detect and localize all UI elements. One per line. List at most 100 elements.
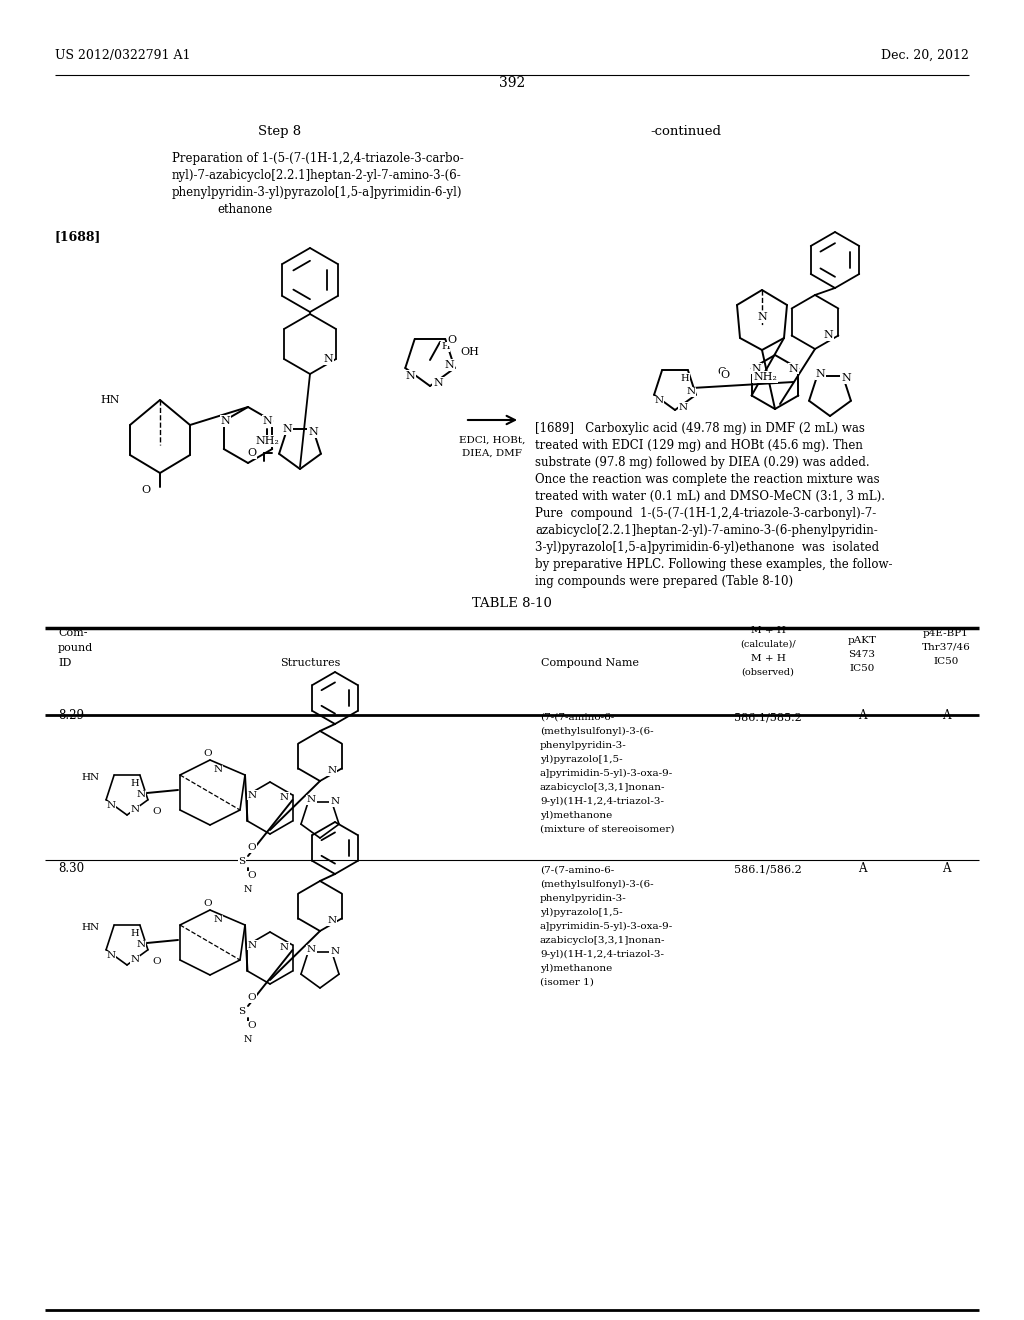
Text: Compound Name: Compound Name	[541, 657, 639, 668]
Text: N: N	[679, 403, 687, 412]
Text: N: N	[444, 360, 455, 370]
Text: N: N	[327, 766, 336, 775]
Text: OH: OH	[461, 347, 479, 356]
Text: azabicyclo[3,3,1]nonan-: azabicyclo[3,3,1]nonan-	[540, 783, 666, 792]
Text: N: N	[130, 956, 139, 965]
Text: 8.30: 8.30	[58, 862, 84, 875]
Text: Thr37/46: Thr37/46	[922, 643, 971, 652]
Text: pound: pound	[58, 643, 93, 653]
Text: Pure  compound  1-(5-(7-(1H-1,2,4-triazole-3-carbonyl)-7-: Pure compound 1-(5-(7-(1H-1,2,4-triazole…	[535, 507, 877, 520]
Text: N: N	[330, 797, 339, 807]
Text: azabicyclo[3,3,1]nonan-: azabicyclo[3,3,1]nonan-	[540, 936, 666, 945]
Text: (isomer 1): (isomer 1)	[540, 978, 594, 987]
Text: A: A	[942, 862, 950, 875]
Text: O: O	[141, 484, 151, 495]
Text: 3-yl)pyrazolo[1,5-a]pyrimidin-6-yl)ethanone  was  isolated: 3-yl)pyrazolo[1,5-a]pyrimidin-6-yl)ethan…	[535, 541, 880, 554]
Text: N: N	[213, 916, 222, 924]
Text: H: H	[441, 342, 450, 351]
Text: N: N	[136, 791, 145, 800]
Text: -continued: -continued	[650, 125, 721, 139]
Text: S: S	[239, 1007, 246, 1016]
Text: O: O	[204, 750, 212, 759]
Text: 586.1/586.2: 586.1/586.2	[734, 865, 802, 875]
Text: 9-yl)(1H-1,2,4-triazol-3-: 9-yl)(1H-1,2,4-triazol-3-	[540, 950, 664, 960]
Text: (7-(7-amino-6-: (7-(7-amino-6-	[540, 713, 614, 722]
Text: O: O	[248, 1022, 256, 1031]
Text: yl)pyrazolo[1,5-: yl)pyrazolo[1,5-	[540, 755, 623, 764]
Text: N: N	[823, 330, 834, 341]
Text: N: N	[244, 1035, 252, 1044]
Text: yl)methanone: yl)methanone	[540, 810, 612, 820]
Text: N: N	[221, 416, 230, 426]
Text: US 2012/0322791 A1: US 2012/0322791 A1	[55, 49, 190, 62]
Text: S: S	[239, 858, 246, 866]
Text: HN: HN	[82, 774, 100, 783]
Text: N: N	[283, 424, 292, 434]
Text: H: H	[131, 929, 139, 937]
Text: N: N	[136, 940, 145, 949]
Text: (calculate)/: (calculate)/	[740, 640, 796, 649]
Text: HN: HN	[82, 924, 100, 932]
Text: Once the reaction was complete the reaction mixture was: Once the reaction was complete the react…	[535, 473, 880, 486]
Text: N: N	[248, 940, 257, 949]
Text: ing compounds were prepared (Table 8-10): ing compounds were prepared (Table 8-10)	[535, 576, 794, 587]
Text: N: N	[433, 378, 442, 388]
Text: O: O	[153, 807, 162, 816]
Text: N: N	[788, 363, 799, 374]
Text: HN: HN	[100, 395, 120, 405]
Text: H: H	[681, 374, 689, 383]
Text: N: N	[280, 792, 289, 801]
Text: S473: S473	[849, 649, 876, 659]
Text: N: N	[686, 387, 695, 396]
Text: M + H: M + H	[751, 626, 785, 635]
Text: [1688]: [1688]	[55, 230, 101, 243]
Text: (methylsulfonyl)-3-(6-: (methylsulfonyl)-3-(6-	[540, 727, 653, 737]
Text: (methylsulfonyl)-3-(6-: (methylsulfonyl)-3-(6-	[540, 880, 653, 888]
Text: IC50: IC50	[933, 657, 958, 667]
Text: a]pyrimidin-5-yl)-3-oxa-9-: a]pyrimidin-5-yl)-3-oxa-9-	[540, 921, 673, 931]
Text: substrate (97.8 mg) followed by DIEA (0.29) was added.: substrate (97.8 mg) followed by DIEA (0.…	[535, 455, 869, 469]
Text: O: O	[248, 994, 256, 1002]
Text: N: N	[106, 952, 116, 960]
Text: A: A	[858, 862, 866, 875]
Text: N: N	[841, 374, 851, 383]
Text: nyl)-7-azabicyclo[2.2.1]heptan-2-yl-7-amino-3-(6-: nyl)-7-azabicyclo[2.2.1]heptan-2-yl-7-am…	[172, 169, 462, 182]
Text: phenylpyridin-3-: phenylpyridin-3-	[540, 894, 627, 903]
Text: TABLE 8-10: TABLE 8-10	[472, 597, 552, 610]
Text: O: O	[248, 871, 256, 880]
Text: N: N	[262, 416, 272, 426]
Text: N: N	[654, 396, 664, 405]
Text: Preparation of 1-(5-(7-(1H-1,2,4-triazole-3-carbo-: Preparation of 1-(5-(7-(1H-1,2,4-triazol…	[172, 152, 464, 165]
Text: N: N	[244, 886, 252, 895]
Text: Structures: Structures	[280, 657, 340, 668]
Text: NH₂: NH₂	[753, 372, 777, 381]
Text: treated with water (0.1 mL) and DMSO-MeCN (3:1, 3 mL).: treated with water (0.1 mL) and DMSO-MeC…	[535, 490, 885, 503]
Text: A: A	[858, 709, 866, 722]
Text: 392: 392	[499, 77, 525, 90]
Text: O: O	[248, 447, 257, 458]
Text: M + H: M + H	[751, 653, 785, 663]
Text: N: N	[757, 312, 767, 322]
Text: pAKT: pAKT	[848, 636, 877, 645]
Text: 586.1/585.2: 586.1/585.2	[734, 711, 802, 722]
Text: ethanone: ethanone	[217, 203, 272, 216]
Text: N: N	[308, 428, 317, 437]
Text: N: N	[327, 916, 336, 925]
Text: N: N	[213, 766, 222, 775]
Text: 9-yl)(1H-1,2,4-triazol-3-: 9-yl)(1H-1,2,4-triazol-3-	[540, 797, 664, 807]
Text: phenylpyridin-3-: phenylpyridin-3-	[540, 741, 627, 750]
Text: N: N	[330, 948, 339, 956]
Text: O: O	[248, 843, 256, 853]
Text: treated with EDCI (129 mg) and HOBt (45.6 mg). Then: treated with EDCI (129 mg) and HOBt (45.…	[535, 440, 863, 451]
Text: N: N	[752, 363, 762, 374]
Text: N: N	[406, 371, 415, 381]
Text: N: N	[306, 945, 315, 954]
Text: A: A	[942, 709, 950, 722]
Text: DIEA, DMF: DIEA, DMF	[462, 449, 522, 458]
Text: H: H	[131, 779, 139, 788]
Text: azabicyclo[2.2.1]heptan-2-yl)-7-amino-3-(6-phenylpyridin-: azabicyclo[2.2.1]heptan-2-yl)-7-amino-3-…	[535, 524, 878, 537]
Text: Com-: Com-	[58, 628, 87, 638]
Text: N: N	[324, 354, 333, 364]
Text: O: O	[721, 370, 729, 380]
Text: (observed): (observed)	[741, 668, 795, 677]
